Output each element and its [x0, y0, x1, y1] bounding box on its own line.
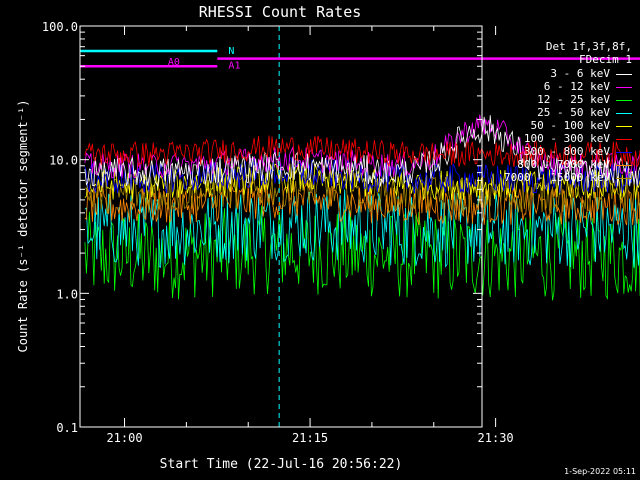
series-line	[84, 157, 640, 194]
legend-swatch	[616, 99, 632, 101]
series-line	[84, 163, 640, 201]
y-tick-label: 0.1	[56, 421, 78, 435]
legend-swatch	[616, 177, 632, 179]
legend-header-line: Det 1f,3f,8f,	[545, 40, 632, 53]
legend-item: 12 - 25 keV	[537, 93, 632, 106]
legend-item: 50 - 100 keV	[531, 119, 632, 132]
legend-label: 12 - 25 keV	[537, 93, 610, 106]
legend-label: 50 - 100 keV	[530, 119, 610, 132]
y-tick-label: 100.0	[42, 20, 78, 34]
series-line	[84, 135, 640, 168]
legend-item: 800 - 7000 keV	[517, 158, 632, 171]
legend-item: 6 - 12 keV	[544, 80, 632, 93]
y-axis-label: Count Rate (s⁻¹ detector segment⁻¹)	[16, 100, 30, 353]
flag-label: A1	[228, 61, 240, 72]
legend-swatch	[616, 73, 632, 75]
legend-swatch	[616, 151, 632, 153]
x-tick-label: 21:30	[478, 431, 514, 445]
series-line	[84, 168, 640, 215]
series-line	[84, 189, 640, 268]
y-tick-label: 1.0	[56, 287, 78, 301]
legend-label: 100 - 300 keV	[523, 132, 610, 145]
chart-title: RHESSI Count Rates	[199, 3, 362, 21]
flag-label: A0	[168, 57, 180, 68]
plot-frame	[79, 25, 483, 428]
legend-header-line: FDecim 1	[579, 53, 632, 66]
legend-label: 6 - 12 keV	[543, 80, 610, 93]
legend-label: 3 - 6 keV	[550, 67, 610, 80]
y-tick-label: 10.0	[49, 154, 78, 168]
flag-label: N	[228, 46, 234, 57]
legend-label: 25 - 50 keV	[537, 106, 610, 119]
legend-swatch	[616, 125, 632, 127]
series-line	[84, 205, 640, 301]
legend-item: 3 - 6 keV	[550, 67, 632, 80]
series-line	[84, 114, 640, 179]
legend-label: 800 - 7000 keV	[517, 158, 610, 171]
legend-item: 300 - 800 keV	[524, 145, 632, 158]
legend-label: 300 - 800 keV	[523, 145, 610, 158]
legend-item: 25 - 50 keV	[537, 106, 632, 119]
x-axis-label: Start Time (22-Jul-16 20:56:22)	[160, 457, 403, 472]
x-tick-label: 21:00	[106, 431, 142, 445]
legend-swatch	[616, 138, 632, 140]
footer-timestamp: 1-Sep-2022 05:11	[564, 467, 636, 476]
legend-header: Det 1f,3f,8f, FDecim 1	[546, 40, 632, 66]
legend-item: 7000 - 15000 keV	[504, 171, 632, 184]
series-line	[84, 115, 640, 188]
legend-item: 100 - 300 keV	[524, 132, 632, 145]
legend-swatch	[616, 86, 632, 88]
x-tick-label: 21:15	[292, 431, 328, 445]
legend-label: 7000 - 15000 keV	[504, 171, 610, 184]
legend-swatch	[616, 164, 632, 166]
legend-swatch	[616, 112, 632, 114]
plot-area: NA0A1S0.11.010.0100.021:0021:1521:3021:4…	[42, 20, 640, 445]
